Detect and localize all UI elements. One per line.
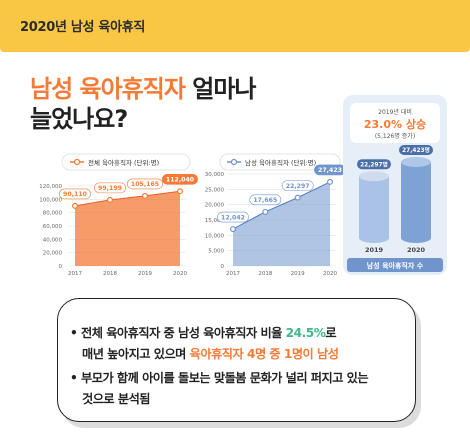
data-label: 112,040 bbox=[166, 177, 195, 184]
y-tick-label: 0 bbox=[59, 264, 63, 270]
bullet-1-text-c: 매년 높아지고 있으며 bbox=[82, 347, 190, 361]
callout-box bbox=[350, 103, 440, 143]
x-tick-label: 2020 bbox=[173, 271, 187, 277]
page-title: 2020년 남성 육아휴직 bbox=[20, 20, 146, 35]
bar-caption: 남성 육아휴직자 수 bbox=[367, 261, 424, 270]
data-label: 90,110 bbox=[63, 191, 88, 198]
area-male bbox=[233, 181, 330, 266]
data-point bbox=[262, 208, 269, 215]
data-point bbox=[71, 202, 78, 209]
bullet-mark: • bbox=[70, 326, 78, 340]
y-tick-label: 0 bbox=[221, 264, 225, 270]
data-point bbox=[106, 196, 113, 203]
bar-base bbox=[401, 233, 431, 243]
data-label-bg bbox=[59, 188, 91, 200]
x-tick-label: 2020 bbox=[323, 271, 337, 277]
data-label: 99,199 bbox=[98, 185, 122, 192]
bullet-2: • 부모가 함께 아이를 돌보는 맞돌봄 문화가 널리 퍼지고 있는 bbox=[70, 368, 369, 386]
bullet-2-line-2: 것으로 분석됨 bbox=[82, 389, 151, 407]
bar-top bbox=[401, 157, 431, 167]
bar-value-label: 27,423명 bbox=[402, 146, 430, 154]
x-tick-label: 2019 bbox=[291, 271, 305, 277]
data-label-bg bbox=[217, 211, 249, 223]
y-tick-label: 40,000 bbox=[43, 237, 63, 243]
x-tick-label: 2018 bbox=[258, 271, 272, 277]
line-male bbox=[232, 181, 331, 230]
legend-pill bbox=[61, 153, 191, 171]
bar-value-label: 22,297명 bbox=[360, 160, 388, 168]
x-tick-label: 2018 bbox=[103, 271, 117, 277]
legend-text: 전체 육아휴직자 (단위:명) bbox=[88, 158, 159, 167]
data-label: 105,165 bbox=[131, 181, 159, 188]
bullet-1-text-b: 로 bbox=[325, 326, 337, 340]
area-total bbox=[75, 191, 180, 266]
legend-marker bbox=[73, 158, 81, 166]
bar-base bbox=[359, 233, 389, 243]
data-label: 22,297 bbox=[286, 183, 310, 190]
bullet-1-line-2: 매년 높아지고 있으며 육아휴직자 4명 중 1명이 남성 bbox=[82, 344, 339, 362]
legend-marker bbox=[230, 158, 238, 166]
bar-label-bg bbox=[399, 145, 433, 155]
bullet-1: • 전체 육아휴직자 중 남성 육아휴직자 비율 24.5%로 bbox=[70, 323, 337, 341]
bullet-mark: • bbox=[70, 371, 78, 385]
male-leave-chart: 남성 육아휴직자 (단위:명) 0 5,000 10,000 15,000 20,000… bbox=[205, 153, 346, 277]
male-leave-comparison-chart: 2019년 대비 23.0% 상승 (5,126명 증가) 22,297명 201… bbox=[343, 95, 447, 275]
total-leave-chart: 전체 육아휴직자 (단위:명) 0 20,000 40,000 60,000 80,00… bbox=[39, 153, 199, 277]
x-tick-label: 2019 bbox=[138, 271, 152, 277]
bar-2020 bbox=[401, 162, 431, 238]
x-tick-label: 2017 bbox=[226, 271, 240, 277]
bullet-2-text-a: 부모가 함께 아이를 돌보는 맞돌봄 문화가 널리 퍼지고 있는 bbox=[81, 371, 369, 385]
legend-text: 남성 육아휴직자 (단위:명) bbox=[245, 158, 316, 167]
headline-line2: 늘었나요? bbox=[30, 105, 128, 133]
y-tick-label: 10,000 bbox=[205, 233, 225, 239]
headline-rest: 얼마나 bbox=[184, 75, 256, 103]
data-label-bg bbox=[162, 174, 199, 185]
bar-2019 bbox=[359, 176, 389, 238]
callout-line1: 2019년 대비 bbox=[378, 108, 412, 116]
data-point bbox=[141, 192, 148, 199]
data-point bbox=[230, 226, 237, 233]
line-total bbox=[74, 190, 181, 207]
male-ratio: 24.5% bbox=[285, 326, 326, 340]
y-tick-label: 5,000 bbox=[208, 249, 224, 255]
bar-category-label: 2020 bbox=[407, 246, 426, 254]
y-tick-label: 60,000 bbox=[43, 224, 63, 230]
x-tick-label: 2017 bbox=[68, 271, 82, 277]
bar-category-label: 2019 bbox=[365, 246, 384, 254]
bar-label-bg bbox=[357, 159, 391, 170]
y-tick-label: 20,000 bbox=[43, 251, 63, 257]
headline: 남성 육아휴직자 얼마나 늘었나요? bbox=[30, 74, 257, 134]
legend-pill bbox=[219, 153, 341, 171]
data-point bbox=[294, 194, 301, 201]
callout-line3: (5,126명 증가) bbox=[375, 132, 415, 140]
y-tick-label: 15,000 bbox=[205, 218, 225, 224]
data-label: 12,042 bbox=[221, 214, 245, 221]
callout-highlight: 23.0% 상승 bbox=[364, 117, 426, 131]
one-in-four: 육아휴직자 4명 중 1명이 남성 bbox=[189, 347, 339, 361]
y-tick-label: 30,000 bbox=[205, 172, 225, 178]
data-label: 17,665 bbox=[253, 197, 277, 204]
headline-accent: 남성 육아휴직자 bbox=[30, 75, 186, 103]
y-tick-label: 25,000 bbox=[205, 187, 225, 193]
header-bar bbox=[0, 0, 470, 52]
y-tick-label: 20,000 bbox=[205, 203, 225, 209]
data-point bbox=[177, 188, 184, 195]
data-label-bg bbox=[127, 178, 164, 190]
bar-top bbox=[359, 171, 389, 182]
y-tick-label: 80,000 bbox=[43, 211, 63, 217]
data-label-bg bbox=[249, 194, 282, 206]
data-label-bg bbox=[94, 182, 126, 194]
y-tick-label: 120,000 bbox=[39, 184, 62, 190]
data-label-bg bbox=[281, 180, 314, 191]
bullet-2-text-b: 것으로 분석됨 bbox=[82, 392, 151, 406]
summary-box: • 전체 육아휴직자 중 남성 육아휴직자 비율 24.5%로 매년 높아지고 … bbox=[57, 298, 416, 422]
bullet-1-text-a: 전체 육아휴직자 중 남성 육아휴직자 비율 bbox=[81, 326, 286, 340]
data-point bbox=[326, 178, 333, 185]
data-label: 27,423 bbox=[318, 167, 342, 174]
bar-caption-box bbox=[347, 258, 443, 272]
y-tick-label: 100,000 bbox=[39, 197, 62, 203]
